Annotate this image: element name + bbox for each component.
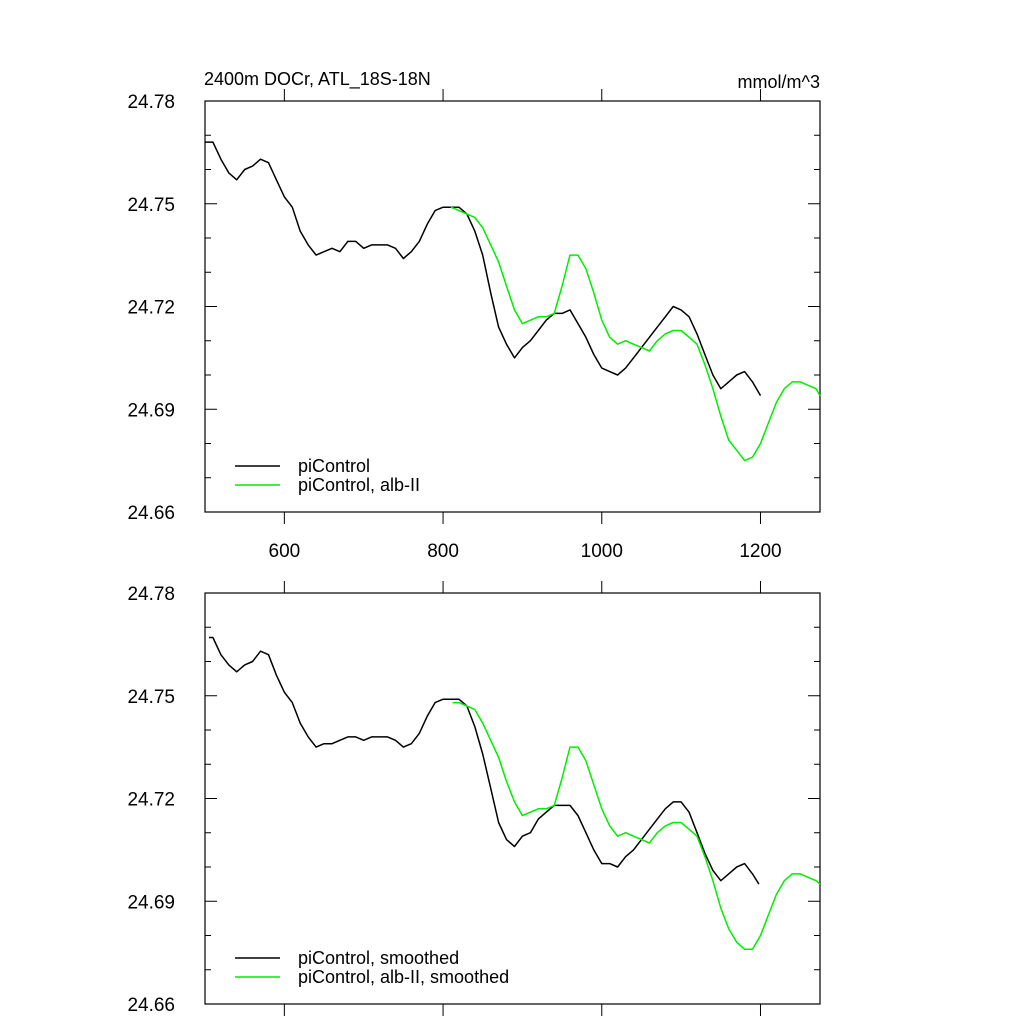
top-x-tick-label: 1000: [581, 541, 623, 562]
top-series-line-0: [205, 141, 762, 396]
bottom-panel: 24.66 24.69 24.72 24.75 24.78 piControl, smoo…: [127, 581, 821, 1016]
bottom-series-line-1: [452, 701, 821, 950]
top-series-line-1: [450, 206, 821, 462]
top-x-tick-label: 800: [427, 541, 459, 562]
bottom-legend-label-0: piControl, smoothed: [298, 948, 459, 968]
top-y-tick-label: 24.75: [127, 195, 175, 216]
bottom-y-tick-label: 24.69: [127, 892, 175, 913]
bottom-series-line-0: [209, 636, 760, 885]
top-legend-label-0: piControl: [298, 456, 370, 476]
top-y-tick-label: 24.69: [127, 400, 175, 421]
top-y-tick-label: 24.78: [127, 92, 175, 113]
bottom-y-tick-label: 24.66: [127, 995, 175, 1016]
bottom-legend-label-1: piControl, alb-II, smoothed: [298, 967, 509, 987]
bottom-y-tick-label: 24.78: [127, 584, 175, 605]
chart-units: mmol/m^3: [738, 72, 820, 92]
top-plot-frame: [204, 100, 821, 513]
top-legend-label-1: piControl, alb-II: [298, 475, 420, 495]
bottom-y-tick-label: 24.72: [127, 790, 175, 811]
top-panel: 24.66 24.69 24.72 24.75 24.78 600 800 1000 1200 p…: [127, 89, 821, 562]
top-x-tick-label: 600: [269, 541, 301, 562]
top-y-tick-label: 24.72: [127, 298, 175, 319]
top-x-tick-label: 1200: [739, 541, 781, 562]
chart-title: 2400m DOCr, ATL_18S-18N: [204, 69, 431, 90]
bottom-y-tick-label: 24.75: [127, 687, 175, 708]
top-y-tick-label: 24.66: [127, 503, 175, 524]
